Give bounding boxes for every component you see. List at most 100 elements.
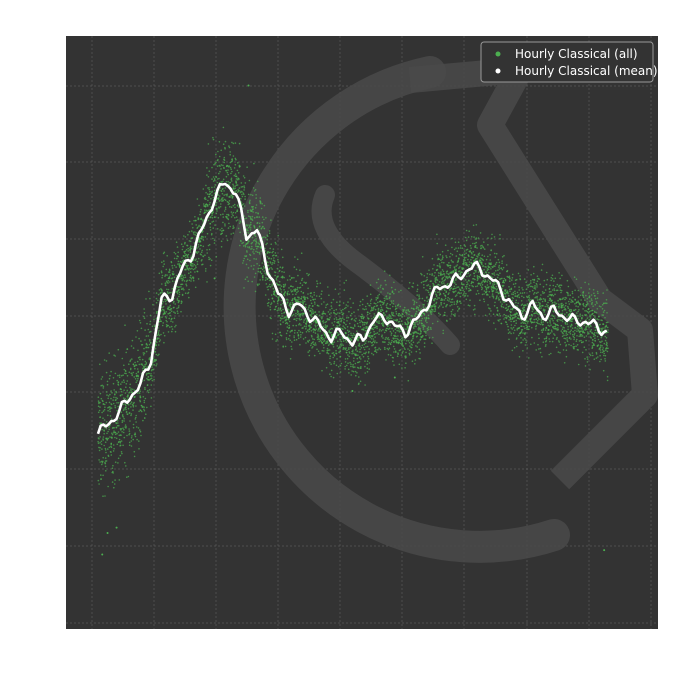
scatter-point bbox=[102, 474, 104, 477]
scatter-point bbox=[207, 244, 210, 247]
scatter-point bbox=[461, 253, 464, 256]
scatter-point bbox=[458, 267, 460, 269]
scatter-point bbox=[281, 315, 283, 317]
scatter-point bbox=[379, 348, 382, 351]
scatter-point bbox=[308, 349, 311, 352]
scatter-point bbox=[495, 291, 498, 294]
scatter-point bbox=[129, 360, 131, 363]
scatter-point bbox=[330, 369, 333, 372]
scatter-point bbox=[463, 277, 465, 280]
scatter-point bbox=[99, 441, 101, 444]
scatter-point bbox=[418, 309, 420, 312]
scatter-point bbox=[538, 348, 540, 350]
scatter-point bbox=[231, 158, 233, 161]
scatter-point bbox=[248, 179, 251, 182]
scatter-point bbox=[358, 319, 361, 322]
scatter-point bbox=[350, 363, 352, 366]
scatter-point bbox=[209, 201, 211, 204]
scatter-point bbox=[373, 327, 376, 329]
scatter-point bbox=[147, 391, 150, 394]
scatter-point bbox=[282, 321, 284, 323]
scatter-point bbox=[140, 327, 143, 330]
scatter-point bbox=[455, 283, 457, 286]
scatter-point bbox=[158, 337, 160, 340]
scatter-point bbox=[132, 371, 134, 374]
scatter-point bbox=[125, 406, 127, 408]
scatter-point bbox=[220, 240, 223, 243]
scatter-point bbox=[446, 277, 449, 280]
scatter-point bbox=[255, 241, 258, 244]
scatter-point bbox=[554, 285, 557, 288]
scatter-point bbox=[168, 271, 171, 273]
scatter-point bbox=[558, 307, 560, 309]
scatter-point bbox=[562, 297, 564, 299]
scatter-point bbox=[197, 257, 200, 260]
scatter-point bbox=[248, 215, 250, 217]
scatter-point bbox=[379, 304, 382, 307]
scatter-point bbox=[253, 162, 255, 165]
scatter-point bbox=[133, 365, 136, 367]
scatter-point bbox=[209, 258, 211, 260]
scatter-point bbox=[259, 279, 261, 281]
scatter-point bbox=[463, 253, 466, 256]
scatter-point bbox=[116, 420, 119, 422]
scatter-point bbox=[423, 330, 426, 333]
scatter-point bbox=[263, 227, 266, 230]
scatter-point bbox=[555, 302, 558, 305]
scatter-point bbox=[427, 299, 430, 301]
scatter-point bbox=[108, 352, 110, 354]
scatter-point bbox=[565, 345, 567, 347]
scatter-point bbox=[329, 361, 331, 364]
scatter-point bbox=[280, 288, 282, 291]
scatter-point bbox=[522, 322, 525, 325]
scatter-point bbox=[240, 202, 243, 204]
scatter-point bbox=[169, 274, 171, 276]
scatter-point bbox=[332, 324, 335, 326]
scatter-point bbox=[466, 248, 469, 251]
scatter-point bbox=[464, 295, 467, 297]
scatter-point bbox=[346, 317, 348, 319]
scatter-point bbox=[346, 320, 348, 322]
scatter-point bbox=[312, 298, 315, 301]
scatter-point bbox=[157, 354, 159, 357]
scatter-point bbox=[321, 290, 323, 293]
scatter-point bbox=[116, 443, 119, 446]
scatter-point bbox=[426, 327, 429, 330]
scatter-point bbox=[108, 428, 110, 431]
scatter-point bbox=[400, 330, 402, 333]
scatter-point bbox=[476, 266, 479, 269]
scatter-point bbox=[300, 252, 303, 254]
scatter-point bbox=[291, 348, 293, 350]
scatter-point bbox=[239, 244, 241, 247]
scatter-point bbox=[540, 307, 542, 309]
scatter-point bbox=[447, 264, 450, 267]
scatter-point bbox=[230, 168, 232, 170]
scatter-point bbox=[526, 284, 528, 287]
scatter-point bbox=[183, 280, 186, 282]
scatter-point bbox=[531, 310, 534, 313]
scatter-point bbox=[566, 316, 568, 318]
scatter-point bbox=[431, 257, 434, 260]
scatter-point bbox=[344, 348, 347, 351]
scatter-point bbox=[420, 281, 423, 284]
scatter-point bbox=[447, 276, 450, 279]
scatter-point bbox=[223, 190, 225, 192]
scatter-point bbox=[160, 333, 162, 336]
scatter-point bbox=[527, 286, 529, 288]
scatter-point bbox=[285, 337, 288, 339]
scatter-point bbox=[425, 332, 427, 334]
scatter-point bbox=[302, 296, 305, 299]
scatter-point bbox=[143, 347, 145, 350]
scatter-point bbox=[109, 436, 111, 438]
scatter-point bbox=[554, 303, 556, 305]
scatter-point bbox=[227, 227, 230, 229]
scatter-point bbox=[229, 225, 231, 228]
scatter-point bbox=[434, 310, 437, 312]
scatter-point bbox=[354, 320, 357, 322]
scatter-point bbox=[505, 303, 508, 306]
scatter-point bbox=[145, 362, 148, 364]
scatter-point bbox=[145, 413, 147, 416]
scatter-point bbox=[293, 335, 295, 337]
scatter-point bbox=[146, 366, 148, 369]
scatter-point bbox=[296, 313, 299, 316]
